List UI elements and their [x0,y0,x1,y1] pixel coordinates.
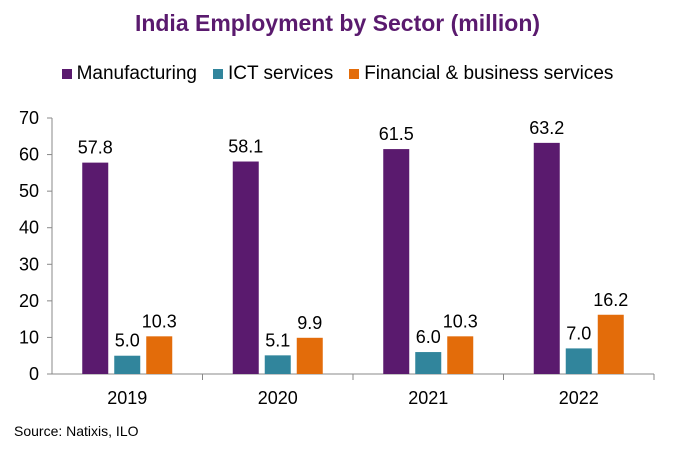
legend-label-financial-business: Financial & business services [364,63,614,84]
data-label: 63.2 [529,118,564,138]
bar [447,336,474,374]
y-tick-label: 30 [19,254,39,274]
bar [533,142,560,374]
data-label: 9.9 [297,313,322,333]
bar [232,161,259,374]
bar [296,337,323,374]
x-tick-label: 2021 [408,388,448,408]
legend-item-manufacturing: Manufacturing [61,63,197,85]
x-tick-label: 2019 [107,388,147,408]
bar [114,355,141,374]
y-tick-label: 70 [19,108,39,128]
data-label: 5.0 [115,331,140,351]
source-note: Source: Natixis, ILO [14,423,139,439]
bar [383,149,410,374]
y-tick-label: 0 [29,364,39,384]
x-tick-label: 2022 [559,388,599,408]
x-tick-label: 2020 [258,388,298,408]
legend-item-financial-business: Financial & business services [349,63,613,85]
legend-item-ict-services: ICT services [212,63,334,85]
bar [146,336,173,374]
y-tick-label: 10 [19,327,39,347]
legend-label-ict-services: ICT services [227,63,334,84]
legend-swatch-financial-business [349,69,360,79]
bar [264,355,291,374]
data-label: 7.0 [566,323,591,343]
bar [82,162,109,374]
legend-swatch-ict-services [212,69,223,79]
bar [415,352,442,374]
bar [597,314,624,374]
data-label: 57.8 [78,138,113,158]
y-tick-label: 60 [19,145,39,165]
data-label: 10.3 [443,311,478,331]
legend-label-manufacturing: Manufacturing [76,63,197,84]
data-label: 10.3 [142,311,177,331]
legend-swatch-manufacturing [61,69,72,79]
data-label: 5.1 [265,330,290,350]
y-tick-label: 50 [19,181,39,201]
y-tick-label: 20 [19,291,39,311]
legend: Manufacturing ICT services Financial & b… [0,63,675,85]
y-tick-label: 40 [19,218,39,238]
data-label: 58.1 [228,137,263,157]
bar [565,348,592,374]
chart-title: India Employment by Sector (million) [134,10,541,36]
data-label: 16.2 [593,290,628,310]
data-label: 6.0 [416,327,441,347]
data-label: 61.5 [379,124,414,144]
